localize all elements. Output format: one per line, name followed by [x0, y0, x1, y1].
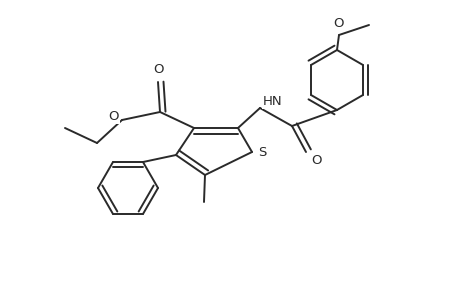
Text: S: S	[257, 146, 266, 158]
Text: O: O	[152, 62, 163, 76]
Text: O: O	[333, 16, 343, 29]
Text: O: O	[108, 110, 119, 122]
Text: HN: HN	[263, 94, 282, 107]
Text: O: O	[310, 154, 320, 166]
